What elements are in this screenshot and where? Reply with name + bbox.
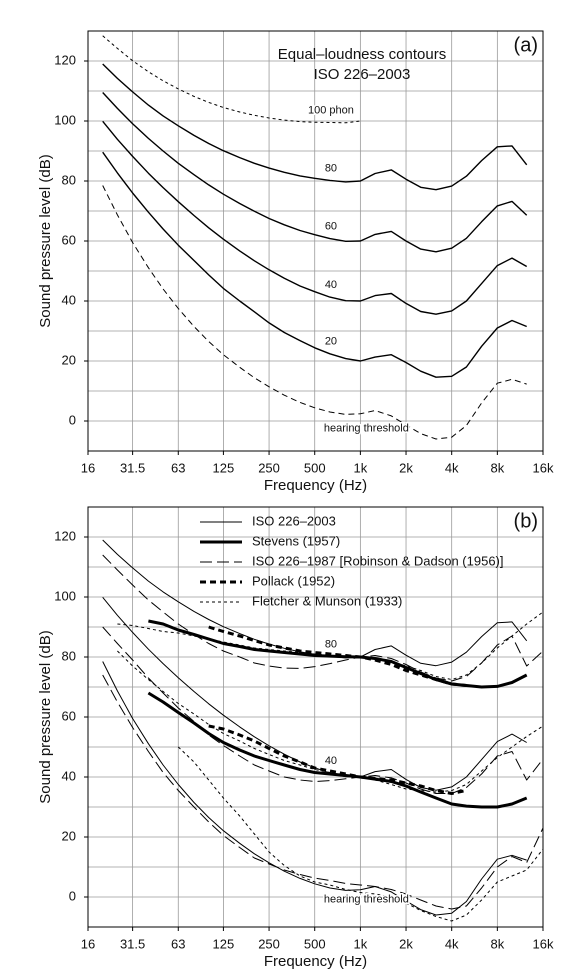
curve: [102, 120, 528, 315]
plot-frame: [87, 506, 544, 928]
x-tick-label: 1k: [354, 460, 368, 475]
y-tick-label: 20: [62, 352, 76, 367]
x-tick-label: 63: [171, 460, 185, 475]
y-axis-title: Sound pressure level (dB): [37, 154, 54, 327]
curve: [102, 661, 527, 916]
curve: [208, 625, 467, 687]
y-tick-label: 120: [54, 52, 76, 67]
x-tick-label: 500: [304, 936, 326, 951]
x-tick-label: 125: [213, 936, 235, 951]
curve-label: hearing threshold: [324, 423, 409, 435]
curve: [102, 35, 361, 124]
x-tick-label: 8k: [490, 936, 504, 951]
x-tick-label: 8k: [490, 460, 504, 475]
x-tick-label: 31.5: [120, 936, 145, 951]
y-tick-label: 60: [62, 708, 76, 723]
x-tick-label: 250: [258, 460, 280, 475]
plot-frame: [87, 30, 544, 452]
x-tick-label: 4k: [445, 936, 459, 951]
curve-label: 60: [325, 221, 337, 233]
curve: [117, 611, 544, 680]
legend-label: Pollack (1952): [252, 573, 335, 588]
legend-label: ISO 226–1987 [Robinson & Dadson (1956)]: [252, 553, 504, 568]
curve: [208, 724, 467, 795]
y-tick-label: 80: [62, 172, 76, 187]
x-tick-label: 63: [171, 936, 185, 951]
legend-label: Stevens (1957): [252, 533, 340, 548]
curve: [117, 650, 544, 793]
x-tick-label: 500: [304, 460, 326, 475]
panel-label: (a): [514, 34, 538, 56]
y-tick-label: 60: [62, 232, 76, 247]
curve: [102, 92, 528, 253]
x-tick-label: 16: [81, 460, 95, 475]
y-tick-label: 100: [54, 112, 76, 127]
curve-label: 40: [325, 279, 337, 291]
curve: [102, 626, 544, 794]
y-axis-title: Sound pressure level (dB): [37, 630, 54, 803]
curve: [102, 554, 544, 682]
x-tick-label: 250: [258, 936, 280, 951]
panel-label: (b): [514, 510, 538, 532]
curve-label: 100 phon: [308, 104, 354, 116]
x-tick-label: 2k: [399, 936, 413, 951]
y-tick-label: 0: [69, 888, 76, 903]
curve-label: 80: [325, 638, 337, 650]
chart-title: Equal–loudness contours: [278, 46, 446, 63]
curve: [102, 674, 544, 910]
y-tick-label: 20: [62, 828, 76, 843]
x-tick-label: 2k: [399, 460, 413, 475]
x-tick-label: 4k: [445, 460, 459, 475]
y-tick-label: 80: [62, 648, 76, 663]
curve-label: 40: [325, 755, 337, 767]
curve: [102, 151, 527, 378]
y-tick-label: 120: [54, 528, 76, 543]
legend-label: Fletcher & Munson (1933): [252, 593, 402, 608]
curve: [102, 185, 527, 440]
curve-label: 20: [325, 336, 337, 348]
x-tick-label: 16k: [533, 936, 554, 951]
x-axis-title: Frequency (Hz): [264, 477, 367, 494]
x-axis-title: Frequency (Hz): [264, 953, 367, 970]
curve-label: hearing threshold: [324, 894, 409, 906]
y-tick-label: 100: [54, 588, 76, 603]
curve-label: 80: [325, 162, 337, 174]
x-tick-label: 31.5: [120, 460, 145, 475]
legend-label: ISO 226–2003: [252, 513, 336, 528]
x-tick-label: 16: [81, 936, 95, 951]
y-tick-label: 40: [62, 292, 76, 307]
y-tick-label: 40: [62, 768, 76, 783]
curve: [147, 691, 528, 809]
x-tick-label: 125: [213, 460, 235, 475]
curve: [177, 746, 544, 922]
curve: [102, 63, 528, 191]
x-tick-label: 1k: [354, 936, 368, 951]
y-tick-label: 0: [69, 412, 76, 427]
chart-subtitle: ISO 226–2003: [314, 66, 411, 83]
x-tick-label: 16k: [533, 460, 554, 475]
